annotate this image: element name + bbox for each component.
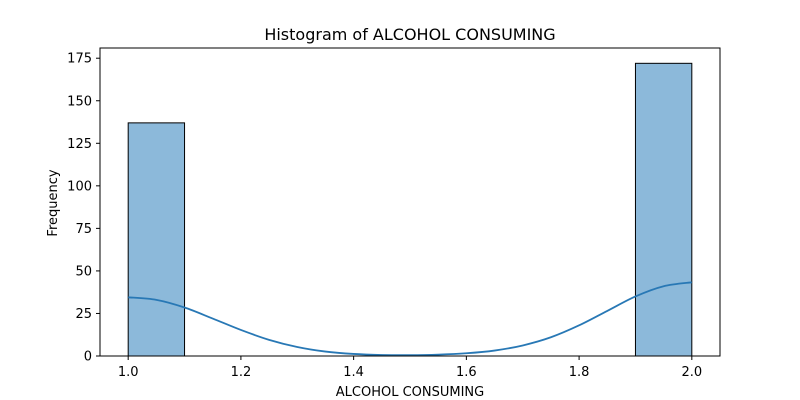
histogram-bar-0: [127, 122, 186, 357]
kde-curve: [128, 281, 692, 357]
y-axis-label: Frequency: [46, 169, 61, 236]
histogram-bar-9: [634, 62, 693, 357]
axes-layer: 1.0 1.2 1.4 1.6 1.8 2.0 0 25 50 75 100 125 150 175: [67, 47, 721, 380]
y-tick-label: 175: [67, 52, 92, 67]
x-tick-label: 1.6: [456, 365, 477, 380]
y-tick-label: 0: [84, 350, 92, 365]
y-tick-label: 50: [75, 264, 92, 279]
kde-layer: [128, 281, 692, 357]
x-tick-label: 1.8: [569, 365, 590, 380]
bars-layer: [127, 62, 693, 357]
y-tick-label: 125: [67, 137, 92, 152]
y-tick-label: 100: [67, 179, 92, 194]
x-tick-label: 1.2: [231, 365, 252, 380]
chart-title: Histogram of ALCOHOL CONSUMING: [264, 25, 555, 44]
x-tick-label: 1.4: [343, 365, 364, 380]
plot-frame: [99, 47, 721, 357]
y-tick-label: 25: [75, 307, 92, 322]
x-tick-label: 2.0: [681, 365, 702, 380]
y-tick-label: 75: [75, 222, 92, 237]
x-tick-label: 1.0: [118, 365, 139, 380]
y-tick-label: 150: [67, 94, 92, 109]
x-axis-label: ALCOHOL CONSUMING: [336, 385, 484, 400]
